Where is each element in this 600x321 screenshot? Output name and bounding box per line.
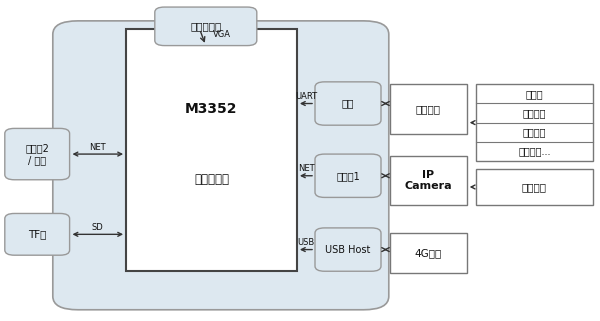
Text: SD: SD bbox=[92, 223, 104, 232]
Bar bbox=[476, 84, 593, 161]
Text: 串口: 串口 bbox=[342, 99, 354, 108]
FancyBboxPatch shape bbox=[315, 228, 381, 271]
FancyBboxPatch shape bbox=[53, 21, 389, 310]
Text: 以太网1: 以太网1 bbox=[336, 171, 360, 181]
FancyBboxPatch shape bbox=[5, 213, 70, 255]
Text: 烟雾报警...: 烟雾报警... bbox=[518, 146, 551, 157]
FancyBboxPatch shape bbox=[155, 7, 257, 46]
Text: 碰撞检测: 碰撞检测 bbox=[523, 127, 546, 137]
Text: USB Host: USB Host bbox=[325, 245, 371, 255]
Text: VGA: VGA bbox=[213, 30, 231, 39]
Text: 4G模块: 4G模块 bbox=[415, 248, 442, 258]
Text: 以太网2
/ 调试: 以太网2 / 调试 bbox=[25, 143, 49, 165]
Text: 采集单元: 采集单元 bbox=[416, 104, 441, 114]
Text: TF卡: TF卡 bbox=[28, 229, 46, 239]
FancyBboxPatch shape bbox=[315, 82, 381, 125]
Text: M3352: M3352 bbox=[185, 102, 238, 116]
Text: NET: NET bbox=[298, 164, 314, 173]
Bar bbox=[476, 169, 593, 205]
Text: 温湿度: 温湿度 bbox=[526, 89, 543, 99]
FancyBboxPatch shape bbox=[315, 154, 381, 197]
Text: 工控核心板: 工控核心板 bbox=[194, 173, 229, 186]
FancyBboxPatch shape bbox=[5, 128, 70, 180]
Bar bbox=[390, 84, 467, 134]
Bar bbox=[126, 29, 297, 271]
Text: 视频采集: 视频采集 bbox=[522, 182, 547, 192]
Text: 移动侦测: 移动侦测 bbox=[523, 108, 546, 118]
Bar bbox=[390, 156, 467, 205]
Text: USB: USB bbox=[298, 238, 314, 247]
Text: NET: NET bbox=[89, 143, 106, 152]
Text: 液晶显示器: 液晶显示器 bbox=[190, 21, 221, 31]
Text: UART: UART bbox=[295, 92, 317, 101]
Text: IP
Camera: IP Camera bbox=[404, 170, 452, 191]
Bar bbox=[390, 233, 467, 273]
